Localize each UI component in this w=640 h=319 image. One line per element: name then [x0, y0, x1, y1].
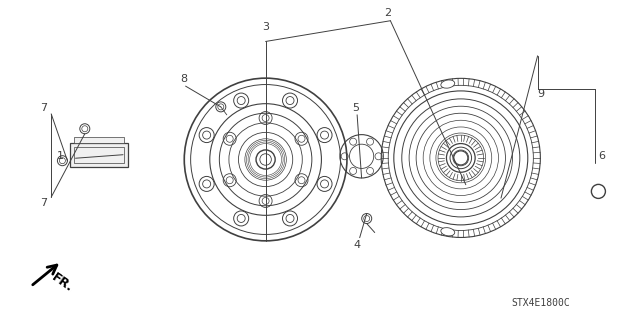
Text: 2: 2 — [383, 8, 391, 18]
Bar — [74, 137, 124, 143]
Text: 8: 8 — [180, 74, 188, 84]
Ellipse shape — [441, 228, 454, 236]
Text: FR.: FR. — [50, 271, 76, 295]
Text: 7: 7 — [40, 103, 47, 114]
Bar — [74, 147, 124, 163]
Text: 5: 5 — [353, 103, 359, 113]
Ellipse shape — [441, 80, 454, 88]
Text: 6: 6 — [598, 151, 605, 161]
Text: STX4E1800C: STX4E1800C — [511, 298, 570, 308]
Text: 9: 9 — [537, 89, 545, 99]
Bar — [70, 143, 128, 167]
Text: 1: 1 — [58, 151, 64, 161]
Text: 7: 7 — [40, 197, 47, 208]
Text: 3: 3 — [262, 22, 269, 32]
Text: 4: 4 — [353, 240, 361, 250]
